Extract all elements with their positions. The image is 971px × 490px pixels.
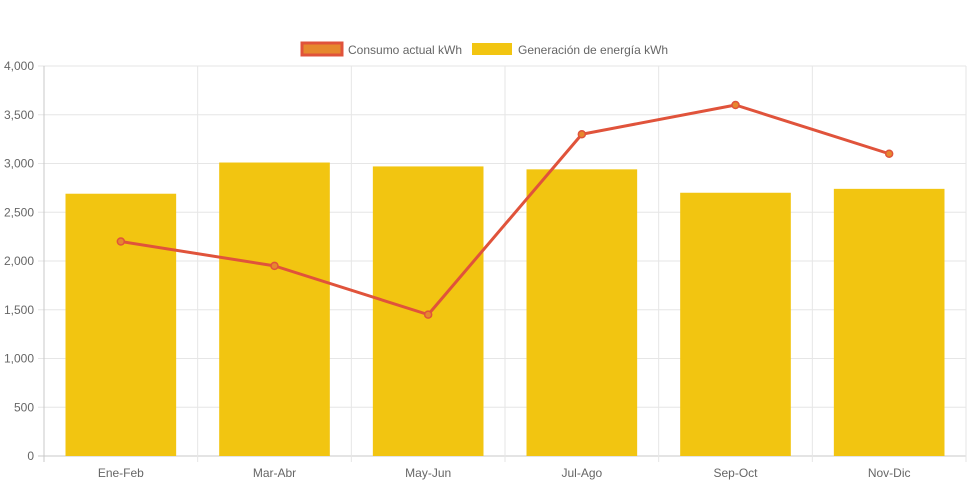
y-tick-label: 3,000 bbox=[4, 157, 34, 171]
line-point-mar-abr[interactable] bbox=[270, 261, 279, 271]
line-point-ene-feb[interactable] bbox=[116, 237, 126, 246]
legend-item[interactable]: Consumo actual kWh bbox=[300, 41, 462, 57]
legend-item[interactable]: Generación de energía kWh bbox=[472, 43, 668, 57]
bar-sep-oct[interactable] bbox=[680, 192, 791, 456]
line-point-jul-ago[interactable] bbox=[577, 130, 587, 139]
bar-ene-feb[interactable] bbox=[65, 193, 177, 456]
legend-swatch bbox=[472, 43, 512, 55]
axes: 0 500 1,000 1,500 2,000 2,500 3,000 3,500 4,000 E… bbox=[4, 59, 911, 480]
line-point-may-jun[interactable] bbox=[423, 310, 433, 319]
y-tick-label: 500 bbox=[14, 400, 34, 414]
line-point-sep-oct[interactable] bbox=[731, 100, 740, 110]
line-point-nov-dic[interactable] bbox=[884, 149, 894, 158]
legend-label: Generación de energía kWh bbox=[518, 43, 668, 57]
y-tick-label: 1,000 bbox=[4, 352, 34, 366]
x-tick-label: Ene-Feb bbox=[98, 466, 144, 480]
y-tick-label: 4,000 bbox=[4, 59, 34, 73]
y-tick-label: 0 bbox=[27, 449, 34, 463]
line-series bbox=[116, 100, 894, 319]
bar-nov-dic[interactable] bbox=[833, 188, 945, 456]
grid-lines bbox=[38, 65, 967, 462]
y-tick-label: 3,500 bbox=[4, 108, 34, 122]
y-tick-label: 2,500 bbox=[4, 205, 34, 219]
x-tick-label: Sep-Oct bbox=[713, 466, 758, 480]
legend-swatch bbox=[300, 41, 344, 57]
x-tick-label: May-Jun bbox=[405, 466, 451, 480]
consumption-line bbox=[120, 103, 890, 317]
x-tick-label: Nov-Dic bbox=[868, 466, 911, 480]
y-tick-label: 1,500 bbox=[4, 303, 34, 317]
bar-jul-ago[interactable] bbox=[526, 169, 638, 456]
legend-label: Consumo actual kWh bbox=[348, 43, 462, 57]
x-tick-label: Jul-Ago bbox=[561, 466, 602, 480]
bar-series bbox=[65, 162, 945, 457]
legend[interactable]: Consumo actual kWh Generación de energía … bbox=[300, 41, 668, 57]
bar-mar-abr[interactable] bbox=[219, 162, 330, 456]
y-tick-label: 2,000 bbox=[4, 254, 34, 268]
x-tick-label: Mar-Abr bbox=[253, 466, 296, 480]
